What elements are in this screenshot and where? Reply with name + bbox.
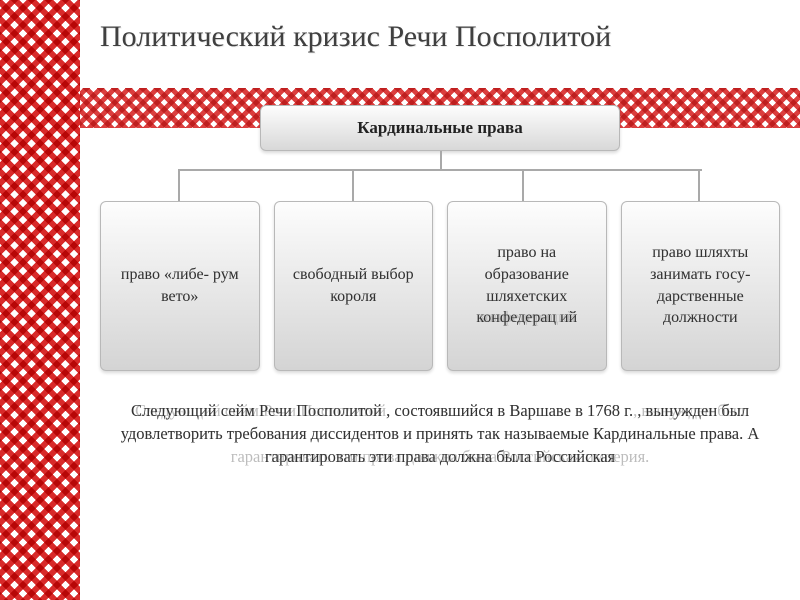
connector-hbar bbox=[178, 169, 702, 171]
child-label-4: право шляхты занимать госу- дарственные … bbox=[630, 242, 772, 328]
slide-content: Политический кризис Речи Посполитой Кард… bbox=[100, 20, 780, 590]
child-node-4: право шляхты занимать госу- дарственные … bbox=[621, 201, 781, 371]
ornament-left bbox=[0, 0, 80, 600]
connectors bbox=[100, 151, 780, 201]
connector-drop-3 bbox=[522, 169, 524, 201]
connector-trunk bbox=[440, 151, 442, 169]
footer-paragraph: Следующий сейм Речи Посполитой , состояв… bbox=[100, 399, 780, 468]
child-label-1: право «либе- рум вето» bbox=[109, 264, 251, 307]
child-node-1: право «либе- рум вето» право «либе- рум … bbox=[100, 201, 260, 371]
child-node-2: свободный выбор короля свободный выбор к… bbox=[274, 201, 434, 371]
child-label-3: право на образование шляхетских конфедер… bbox=[456, 242, 598, 328]
child-node-3: право на образование шляхетских конфедер… bbox=[447, 201, 607, 371]
root-node: Кардинальные права bbox=[260, 105, 620, 151]
connector-drop-1 bbox=[178, 169, 180, 201]
page-title: Политический кризис Речи Посполитой bbox=[100, 20, 780, 55]
child-label-2: свободный выбор короля bbox=[283, 264, 425, 307]
hierarchy-diagram: Кардинальные права право «либе- рум вето… bbox=[100, 105, 780, 371]
root-label: Кардинальные права bbox=[357, 118, 523, 137]
child-nodes: право «либе- рум вето» право «либе- рум … bbox=[100, 201, 780, 371]
connector-drop-2 bbox=[352, 169, 354, 201]
connector-drop-4 bbox=[698, 169, 700, 201]
